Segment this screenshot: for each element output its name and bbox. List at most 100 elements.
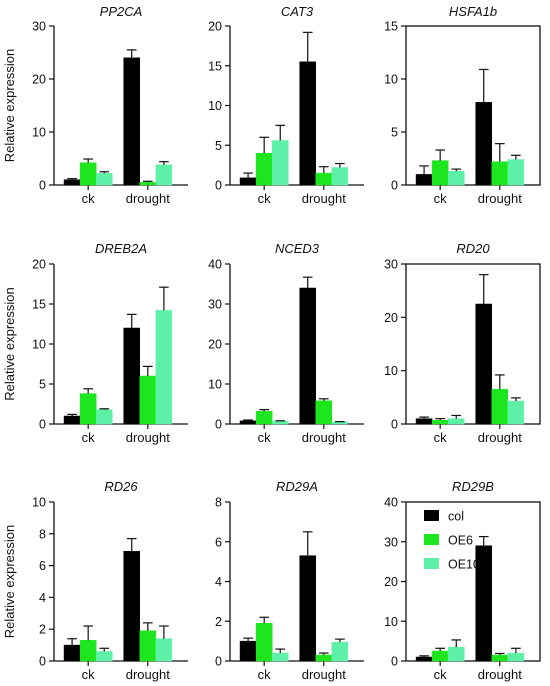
y-tick-label: 5 (215, 139, 222, 153)
y-tick-label: 10 (208, 99, 222, 113)
x-tick-label-drought: drought (302, 430, 346, 445)
panel-rd26: RD26 0 2 4 6 8 10 ck drought Relative expression (2, 479, 188, 682)
bar-col-drought (299, 287, 317, 425)
y-tick-label: 20 (32, 258, 46, 272)
y-axis-label: Relative expression (2, 49, 17, 162)
y-tick-label: 5 (39, 378, 46, 392)
y-tick-label: 15 (208, 59, 222, 73)
bar-oe6-drought (139, 182, 157, 186)
bar-col-ck (415, 174, 433, 186)
panel-hsfa1b: HSFA1b 0 5 10 15 ck drought (384, 4, 541, 206)
panel-dreb2a: DREB2A 0 5 10 15 20 ck drought Relative expressi… (2, 241, 188, 445)
bar-col-drought (299, 555, 317, 662)
bar-oe10-ck (95, 651, 113, 662)
bar-oe10-ck (271, 652, 289, 662)
y-tick-label: 20 (384, 575, 398, 589)
legend: col OE6 OE10 (424, 510, 480, 572)
bar-oe10-ck (95, 409, 113, 425)
bar-oe6-drought (491, 389, 509, 425)
x-tick-label-drought: drought (126, 430, 170, 445)
bar-col-drought (123, 551, 141, 662)
x-tick-label-drought: drought (478, 191, 522, 206)
y-axis-label: Relative expression (2, 525, 17, 638)
bar-oe6-drought (139, 375, 157, 425)
bar-oe6-ck (79, 640, 97, 662)
y-tick-label: 0 (39, 179, 46, 193)
bar-oe10-ck (95, 173, 113, 186)
legend-label-col: col (448, 510, 464, 524)
x-tick-label-drought: drought (302, 667, 346, 682)
y-tick-label: 40 (384, 496, 398, 510)
y-tick-label: 30 (208, 298, 222, 312)
bar-oe6-ck (79, 393, 97, 425)
y-tick-label: 10 (32, 126, 46, 140)
bar-col-drought (475, 102, 493, 186)
y-tick-label: 2 (39, 623, 46, 637)
plot-frame (405, 501, 541, 662)
bar-oe6-drought (315, 400, 333, 425)
y-tick-label: 10 (32, 338, 46, 352)
plot-frame (405, 25, 541, 186)
y-tick-label: 8 (39, 527, 46, 541)
y-tick-label: 10 (384, 73, 398, 87)
y-tick-label: 0 (215, 655, 222, 669)
y-tick-label: 20 (32, 73, 46, 87)
bar-col-drought (123, 327, 141, 425)
panel-title: CAT3 (281, 4, 314, 19)
bar-oe6-drought (139, 630, 157, 662)
panel-title: RD26 (104, 479, 138, 494)
panel-nced3: NCED3 0 10 20 30 40 ck drought (208, 241, 364, 445)
bar-oe6-drought (315, 654, 333, 662)
y-tick-label: 10 (32, 496, 46, 510)
panel-cat3: CAT3 0 5 10 15 20 ck drought (208, 4, 364, 206)
y-tick-label: 15 (384, 20, 398, 34)
panel-rd29b: RD29B 0 10 20 30 40 ck drought col OE6 OE10 (384, 479, 541, 682)
bar-oe6-ck (431, 160, 449, 186)
bar-col-drought (299, 61, 317, 186)
bar-col-ck (239, 640, 257, 662)
panel-title: RD29A (276, 479, 318, 494)
y-tick-label: 6 (215, 535, 222, 549)
x-tick-label-ck: ck (258, 667, 272, 682)
bar-oe10-drought (331, 167, 349, 186)
y-tick-label: 0 (391, 418, 398, 432)
legend-label-oe6: OE6 (448, 534, 473, 548)
bar-oe10-ck (271, 140, 289, 186)
x-tick-label-drought: drought (126, 191, 170, 206)
bar-oe10-drought (155, 638, 173, 662)
y-tick-label: 10 (384, 615, 398, 629)
y-tick-label: 0 (391, 179, 398, 193)
x-tick-label-ck: ck (82, 191, 96, 206)
y-tick-label: 40 (208, 258, 222, 272)
bar-oe6-drought (315, 172, 333, 186)
legend-swatch-oe6 (424, 534, 439, 545)
panel-title: RD20 (456, 241, 490, 256)
x-tick-label-ck: ck (82, 430, 96, 445)
y-tick-label: 30 (32, 20, 46, 34)
x-tick-label-drought: drought (478, 430, 522, 445)
bar-col-drought (123, 57, 141, 186)
y-tick-label: 0 (39, 655, 46, 669)
bar-oe6-ck (255, 410, 273, 425)
panel-title: RD29B (452, 479, 494, 494)
bar-col-ck (239, 420, 257, 425)
y-axis-label: Relative expression (2, 287, 17, 400)
bar-col-ck (239, 177, 257, 186)
bar-oe10-drought (155, 164, 173, 186)
legend-swatch-col (424, 510, 439, 521)
x-tick-label-drought: drought (302, 191, 346, 206)
y-tick-label: 20 (208, 338, 222, 352)
bar-oe10-drought (331, 641, 349, 662)
panel-title: NCED3 (275, 241, 320, 256)
y-tick-label: 10 (208, 378, 222, 392)
x-tick-label-ck: ck (258, 430, 272, 445)
y-tick-label: 5 (391, 126, 398, 140)
bar-oe10-drought (507, 159, 525, 186)
y-tick-label: 0 (215, 418, 222, 432)
y-tick-label: 15 (32, 298, 46, 312)
x-tick-label-ck: ck (434, 430, 448, 445)
bar-col-ck (415, 418, 433, 425)
bar-col-ck (415, 656, 433, 662)
bar-col-ck (63, 644, 81, 662)
y-tick-label: 0 (215, 179, 222, 193)
